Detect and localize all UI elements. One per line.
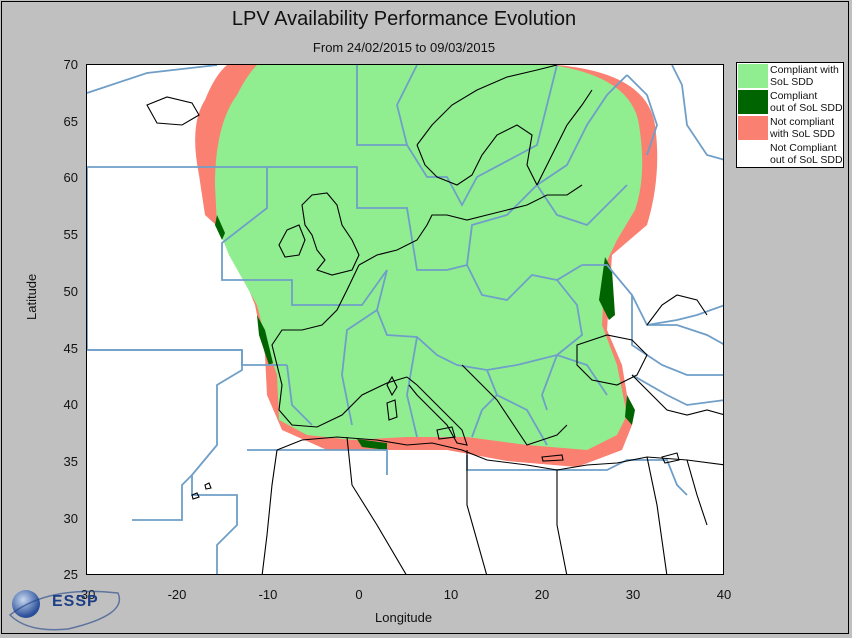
legend-label-line: with SoL SDD <box>770 128 835 140</box>
compliant-out-region <box>215 215 225 240</box>
coverage-map <box>87 65 723 574</box>
legend-item-not-compliant-out: Not Compliant out of SoL SDD <box>737 141 843 167</box>
legend-swatch <box>738 90 768 114</box>
legend-label: Not compliant with SoL SDD <box>770 116 844 140</box>
compliant-out-region <box>625 395 635 425</box>
legend-item-compliant-out: Compliant out of SoL SDD <box>737 89 843 115</box>
y-tick-label: 65 <box>63 114 78 129</box>
compliant-out-region <box>257 315 273 365</box>
x-tick-label: 10 <box>443 587 459 602</box>
legend-swatch <box>738 116 768 140</box>
y-tick-label: 45 <box>63 341 78 356</box>
compliant-out-region <box>599 257 615 320</box>
legend-label-line: out of SoL SDD <box>770 102 843 114</box>
x-tick-label: 20 <box>534 587 550 602</box>
fir-boundaries <box>87 65 723 574</box>
legend-swatch <box>738 142 768 166</box>
y-tick-label: 50 <box>63 284 78 299</box>
x-tick-label: -10 <box>258 587 278 602</box>
compliant-region <box>215 65 643 450</box>
legend-label: Not Compliant out of SoL SDD <box>770 142 844 166</box>
legend-swatch <box>738 64 768 88</box>
map-title: LPV Availability Performance Evolution <box>231 8 577 30</box>
y-axis-label: Latitude <box>24 273 39 320</box>
y-tick-label: 40 <box>63 397 78 412</box>
map-plot-area[interactable] <box>86 64 724 575</box>
compliant-out-region <box>357 439 387 450</box>
x-axis-label: Longitude <box>375 610 433 625</box>
legend-label-line: Compliant with <box>770 64 839 76</box>
x-tick-label: 30 <box>625 587 641 602</box>
x-tick-label: -20 <box>167 587 187 602</box>
legend-item-compliant: Compliant with SoL SDD <box>737 63 843 89</box>
map-legend: Compliant with SoL SDD Compliant out of … <box>736 62 844 168</box>
legend-item-not-compliant: Not compliant with SoL SDD <box>737 115 843 141</box>
legend-label-line: Not compliant <box>770 116 835 128</box>
legend-label: Compliant with SoL SDD <box>770 64 844 88</box>
essp-globe-icon <box>8 590 121 631</box>
legend-label-line: Not Compliant <box>770 142 837 154</box>
coastlines <box>146 65 723 574</box>
logo-text: ESSP <box>52 593 99 610</box>
x-tick-label: 0 <box>355 587 363 602</box>
y-tick-label: 70 <box>63 57 78 72</box>
y-tick-label: 60 <box>63 170 78 185</box>
x-tick-label: 40 <box>716 587 732 602</box>
legend-label-line: SoL SDD <box>770 76 814 88</box>
y-tick-label: 35 <box>63 454 78 469</box>
y-tick-label: 55 <box>63 227 78 242</box>
essp-logo: ESSP <box>8 575 128 633</box>
map-subtitle: From 24/02/2015 to 09/03/2015 <box>312 40 496 55</box>
legend-label: Compliant out of SoL SDD <box>770 90 844 114</box>
legend-label-line: out of SoL SDD <box>770 154 843 166</box>
y-tick-label: 30 <box>63 511 78 526</box>
y-tick-label: 25 <box>63 567 78 582</box>
legend-label-line: Compliant <box>770 90 818 102</box>
